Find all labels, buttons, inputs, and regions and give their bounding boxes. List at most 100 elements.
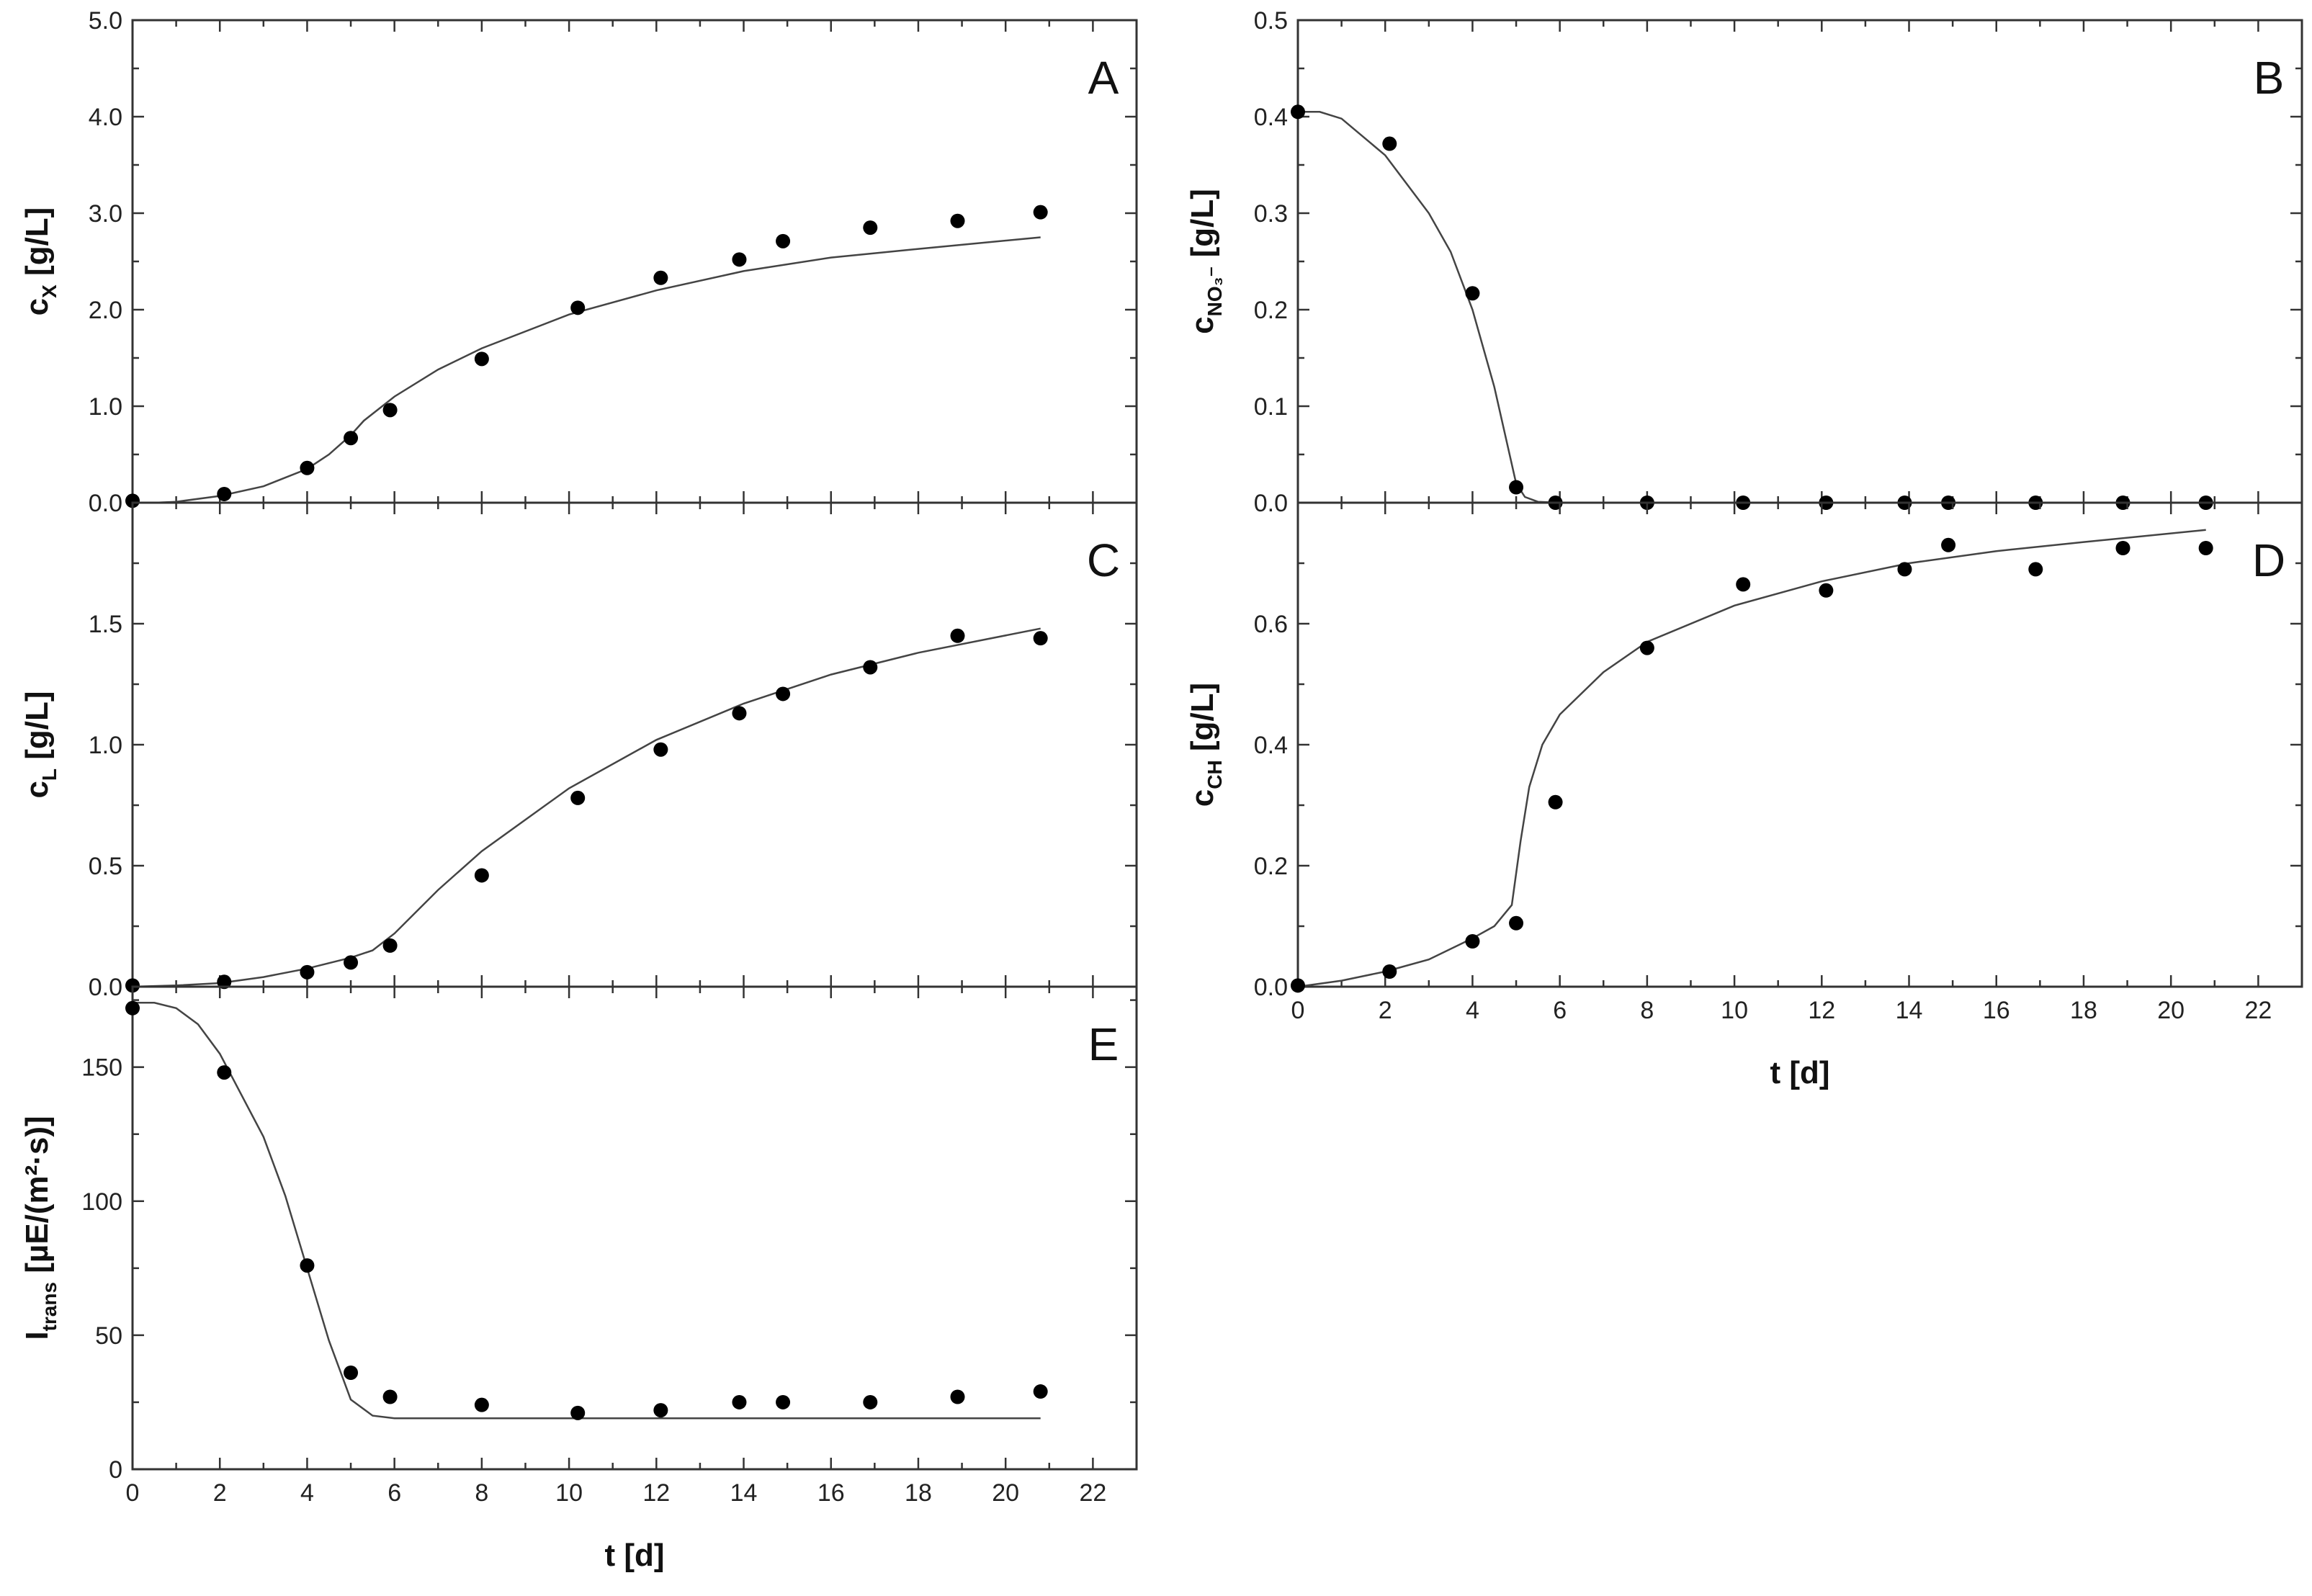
data-point (863, 220, 878, 236)
data-point (863, 1394, 878, 1409)
data-point (125, 1000, 140, 1016)
data-point (732, 252, 747, 267)
y-tick-label: 150 (81, 1054, 122, 1082)
panel-label: A (1088, 52, 1119, 104)
x-tick-label: 4 (300, 1479, 314, 1507)
data-point (344, 955, 359, 970)
data-point (1382, 136, 1397, 151)
y-tick-label: 0.0 (89, 974, 122, 1001)
x-tick-label: 0 (126, 1479, 140, 1507)
data-point (125, 978, 140, 993)
panel-c: 0.0 0.5 1.0 1.5 CcL [g/L] (19, 501, 1138, 1001)
y-axis-subscript: L (38, 768, 61, 781)
x-tick-label: 18 (2070, 997, 2097, 1024)
panel-label: D (2252, 534, 2285, 586)
y-axis-unit: [g/L] (19, 691, 55, 768)
data-point (732, 1394, 747, 1409)
data-point (2198, 541, 2213, 555)
y-tick-label: 3.0 (89, 200, 122, 228)
data-point (1465, 286, 1480, 301)
plot-frame (131, 501, 1138, 988)
x-tick-label: 4 (1466, 997, 1479, 1024)
y-tick-label: 5.0 (89, 7, 122, 35)
data-point (382, 1389, 398, 1404)
panel-e: 0 2 4 6 8 10 12 14 16 18 20 22 0 50 100 150 E Itrans [µE/… (19, 985, 1138, 1573)
x-tick-label: 10 (1721, 997, 1748, 1024)
x-tick-label: 12 (642, 1479, 670, 1507)
y-tick-label: 0.1 (1254, 393, 1288, 421)
model-fit-line (154, 236, 1041, 504)
y-tick-label: 0.3 (1254, 200, 1288, 228)
x-tick-label: 8 (1640, 997, 1654, 1024)
x-tick-label: 18 (905, 1479, 932, 1507)
data-point (1291, 104, 1305, 120)
y-axis-title: cNO₃⁻ [g/L] (1185, 189, 1226, 334)
y-axis-title: Itrans [µE/(m²·s)] (19, 1116, 61, 1340)
x-axis-title: t [d] (1770, 1055, 1829, 1090)
data-point (570, 790, 586, 805)
data-point (570, 1405, 586, 1420)
x-tick-label: 12 (1808, 997, 1835, 1024)
data-point (1941, 537, 1956, 552)
y-axis-unit: [µE/(m²·s)] (19, 1116, 55, 1282)
x-tick-label: 6 (387, 1479, 401, 1507)
y-axis-symbol: I (19, 1331, 55, 1340)
data-point (950, 1389, 965, 1404)
y-axis-symbol: c (1185, 316, 1220, 333)
model-fit-line (132, 627, 1041, 988)
data-point (300, 1258, 315, 1273)
data-point (1639, 640, 1654, 655)
y-tick-label: 100 (81, 1188, 122, 1216)
data-point (1291, 978, 1305, 993)
y-tick-label: 0.6 (1254, 611, 1288, 638)
x-tick-label: 20 (2157, 997, 2185, 1024)
x-tick-label: 8 (475, 1479, 488, 1507)
y-axis-unit: [g/L] (1185, 683, 1220, 761)
y-axis-symbol: c (19, 781, 55, 798)
data-point (570, 300, 586, 315)
y-tick-label: 0.5 (1254, 7, 1288, 35)
data-point (1897, 562, 1912, 577)
data-point (950, 628, 965, 643)
data-point (300, 460, 315, 475)
y-axis-title: cL [g/L] (19, 691, 61, 798)
data-point (474, 351, 489, 367)
x-tick-label: 0 (1291, 997, 1305, 1024)
data-point (1509, 480, 1524, 495)
x-tick-label: 22 (2244, 997, 2272, 1024)
y-tick-label: 1.0 (89, 732, 122, 759)
x-tick-label: 10 (555, 1479, 583, 1507)
y-axis-subscript: trans (38, 1282, 61, 1331)
data-point (863, 660, 878, 675)
y-tick-label: 0.4 (1254, 104, 1288, 131)
data-point (474, 868, 489, 883)
panel-label: C (1087, 534, 1120, 586)
data-point (1509, 915, 1524, 931)
x-axis-title: t [d] (604, 1538, 664, 1573)
y-tick-label: 0.4 (1254, 732, 1288, 759)
y-tick-label: 50 (95, 1322, 122, 1350)
y-tick-label: 0.0 (89, 490, 122, 517)
data-point (776, 1394, 791, 1409)
data-point (382, 403, 398, 418)
model-fit-line (1297, 529, 2206, 988)
y-axis-subscript: CH (1204, 760, 1226, 789)
data-point (1033, 205, 1048, 220)
y-tick-label: 2.0 (89, 297, 122, 324)
data-point (1033, 631, 1048, 646)
y-tick-label: 0.2 (1254, 853, 1288, 880)
x-tick-label: 16 (1983, 997, 2010, 1024)
data-point (1736, 577, 1751, 592)
y-tick-label: 4.0 (89, 104, 122, 131)
y-axis-subscript: X (38, 284, 61, 298)
data-point (776, 686, 791, 701)
plot-frame (131, 19, 1138, 504)
data-point (1382, 964, 1397, 979)
y-axis-symbol: c (1185, 789, 1220, 807)
x-tick-label: 16 (817, 1479, 845, 1507)
plot-frame (1296, 501, 2303, 988)
data-point (344, 431, 359, 446)
data-point (217, 1065, 232, 1080)
panel-label: B (2254, 52, 2285, 104)
